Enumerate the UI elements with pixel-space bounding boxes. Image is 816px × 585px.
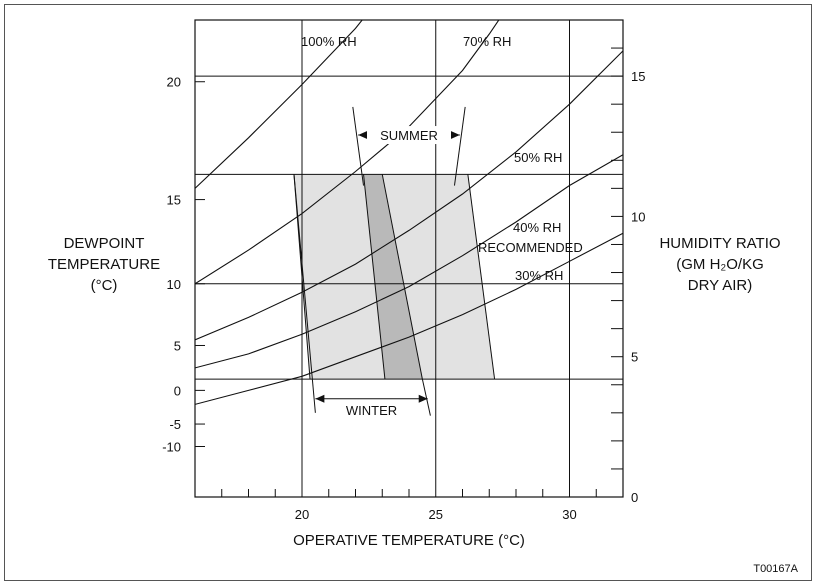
rh-curve-label: 100% RH (301, 34, 357, 49)
winter-arrow-head-left (315, 394, 325, 403)
comfort-zone-edge (381, 174, 423, 380)
x-axis-title: OPERATIVE TEMPERATURE (°C) (293, 532, 525, 549)
rh-curve-label: 50% RH (514, 150, 562, 165)
right-axis-title-line: DRY AIR) (688, 277, 752, 294)
summer-label-bg (367, 126, 451, 145)
comfort-zone-overlap (363, 174, 423, 380)
left-axis-title-line: TEMPERATURE (48, 256, 160, 273)
rh-curve (195, 20, 500, 285)
rh-curve-label: 30% RH (515, 268, 563, 283)
rh-curve-label: 70% RH (463, 34, 511, 49)
x-tick-label: 30 (562, 507, 576, 522)
summer-arrow-head-right (450, 131, 460, 140)
bracket-guide-line (352, 106, 365, 186)
figure-id: T00167A (753, 563, 798, 575)
rh-curve (195, 20, 363, 189)
right-tick-label: 15 (631, 69, 645, 84)
right-tick-label: 10 (631, 209, 645, 224)
winter-arrow-head-right (418, 394, 428, 403)
recommended-label: RECOMMENDED (478, 240, 583, 255)
left-tick-label: 20 (167, 75, 181, 90)
right-tick-label: 5 (631, 350, 638, 365)
right-axis-title-line: HUMIDITY RATIO (659, 235, 780, 252)
winter-label-bg (335, 399, 408, 418)
rh-curve (195, 232, 623, 405)
winter-label: WINTER (346, 403, 397, 418)
rh-curve (195, 154, 623, 369)
right-tick-label: 0 (631, 490, 638, 505)
left-tick-label: -5 (169, 417, 181, 432)
left-tick-label: 5 (174, 338, 181, 353)
bracket-guide-line (421, 379, 431, 416)
summer-label: SUMMER (380, 128, 438, 143)
summer-arrow-head-left (358, 131, 368, 140)
bracket-guide-line (453, 106, 466, 186)
left-axis-title-line: (°C) (91, 277, 118, 294)
comfort-zone-edge (467, 174, 496, 380)
comfort-zone-edge (363, 174, 386, 380)
rh-curve-label: 40% RH (513, 220, 561, 235)
left-tick-label: 0 (174, 383, 181, 398)
x-tick-label: 25 (429, 507, 443, 522)
x-tick-label: 20 (295, 507, 309, 522)
rh-curve (195, 50, 623, 341)
left-axis-title-line: DEWPOINT (64, 235, 145, 252)
left-tick-label: 10 (167, 277, 181, 292)
left-tick-label: -10 (162, 439, 181, 454)
left-tick-label: 15 (167, 193, 181, 208)
right-axis-title-line: (GM H₂O/KG (676, 256, 764, 273)
